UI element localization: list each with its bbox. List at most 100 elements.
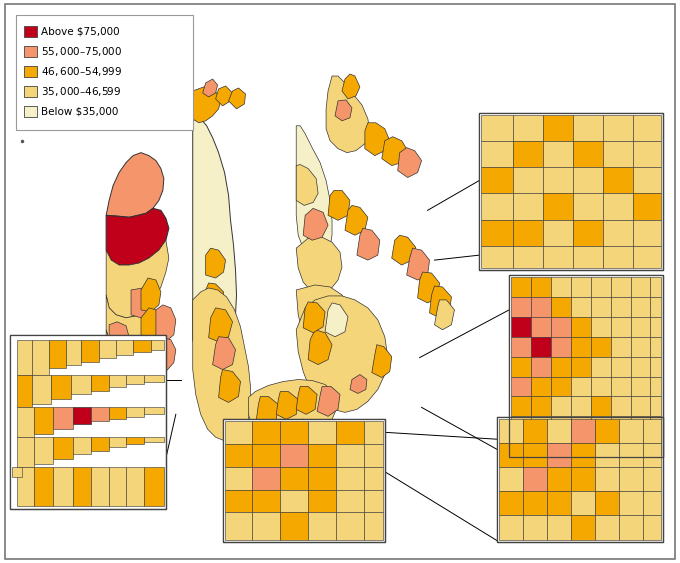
Polygon shape bbox=[602, 115, 632, 141]
Polygon shape bbox=[651, 297, 662, 317]
Polygon shape bbox=[632, 246, 662, 268]
Polygon shape bbox=[109, 374, 126, 387]
Polygon shape bbox=[591, 416, 611, 436]
Polygon shape bbox=[591, 356, 611, 377]
Bar bbox=[24, 46, 37, 57]
Polygon shape bbox=[73, 408, 91, 425]
Polygon shape bbox=[611, 396, 630, 416]
Polygon shape bbox=[619, 515, 643, 540]
Polygon shape bbox=[511, 277, 531, 297]
Polygon shape bbox=[571, 277, 591, 297]
Polygon shape bbox=[480, 114, 662, 269]
Polygon shape bbox=[630, 396, 651, 416]
Polygon shape bbox=[224, 421, 252, 444]
Polygon shape bbox=[643, 419, 662, 443]
Polygon shape bbox=[531, 377, 551, 396]
Bar bbox=[222, 419, 385, 542]
Polygon shape bbox=[619, 419, 643, 443]
Polygon shape bbox=[292, 453, 340, 514]
Polygon shape bbox=[296, 285, 352, 360]
Polygon shape bbox=[131, 288, 156, 318]
Polygon shape bbox=[571, 436, 591, 455]
Polygon shape bbox=[430, 286, 452, 318]
Polygon shape bbox=[511, 416, 531, 436]
Polygon shape bbox=[216, 86, 233, 106]
Polygon shape bbox=[336, 490, 364, 512]
Polygon shape bbox=[252, 490, 280, 512]
Polygon shape bbox=[543, 220, 573, 246]
Polygon shape bbox=[99, 339, 116, 358]
Polygon shape bbox=[543, 167, 573, 194]
Polygon shape bbox=[523, 491, 547, 515]
Polygon shape bbox=[531, 356, 551, 377]
Polygon shape bbox=[551, 337, 571, 356]
Polygon shape bbox=[296, 236, 342, 294]
Polygon shape bbox=[551, 436, 571, 455]
Polygon shape bbox=[82, 339, 99, 361]
Polygon shape bbox=[91, 408, 109, 421]
Polygon shape bbox=[336, 512, 364, 540]
Polygon shape bbox=[296, 164, 318, 205]
Polygon shape bbox=[611, 297, 630, 317]
Polygon shape bbox=[224, 421, 384, 540]
Polygon shape bbox=[499, 491, 523, 515]
Polygon shape bbox=[224, 490, 252, 512]
Polygon shape bbox=[511, 356, 531, 377]
Polygon shape bbox=[308, 512, 336, 540]
Polygon shape bbox=[144, 467, 164, 506]
Bar bbox=[222, 419, 385, 542]
Polygon shape bbox=[252, 444, 280, 467]
Polygon shape bbox=[643, 443, 662, 467]
Polygon shape bbox=[209, 308, 233, 342]
Polygon shape bbox=[91, 467, 109, 506]
Polygon shape bbox=[632, 220, 662, 246]
Polygon shape bbox=[591, 377, 611, 396]
Polygon shape bbox=[543, 141, 573, 167]
Polygon shape bbox=[109, 437, 126, 447]
Polygon shape bbox=[345, 205, 368, 235]
Polygon shape bbox=[651, 356, 662, 377]
Polygon shape bbox=[144, 408, 164, 414]
Polygon shape bbox=[602, 220, 632, 246]
Polygon shape bbox=[595, 467, 619, 491]
Polygon shape bbox=[511, 396, 531, 416]
Polygon shape bbox=[632, 141, 662, 167]
Polygon shape bbox=[523, 467, 547, 491]
Bar bbox=[509, 275, 664, 457]
Bar bbox=[24, 26, 37, 37]
Polygon shape bbox=[571, 377, 591, 396]
Polygon shape bbox=[280, 444, 308, 467]
Polygon shape bbox=[151, 339, 164, 350]
Polygon shape bbox=[52, 374, 71, 399]
Polygon shape bbox=[481, 194, 513, 220]
Polygon shape bbox=[619, 491, 643, 515]
Polygon shape bbox=[511, 317, 531, 337]
Polygon shape bbox=[11, 336, 165, 508]
Polygon shape bbox=[126, 467, 144, 506]
Polygon shape bbox=[551, 396, 571, 416]
Polygon shape bbox=[252, 512, 280, 540]
Polygon shape bbox=[591, 317, 611, 337]
Polygon shape bbox=[308, 444, 336, 467]
Polygon shape bbox=[141, 308, 161, 339]
Polygon shape bbox=[54, 467, 73, 506]
Polygon shape bbox=[602, 167, 632, 194]
Polygon shape bbox=[643, 467, 662, 491]
Polygon shape bbox=[16, 408, 33, 437]
Polygon shape bbox=[571, 443, 595, 467]
Text: Below $35,000: Below $35,000 bbox=[41, 106, 119, 117]
Bar bbox=[10, 335, 166, 509]
Polygon shape bbox=[296, 296, 388, 412]
Polygon shape bbox=[571, 297, 591, 317]
Bar bbox=[24, 86, 37, 97]
Polygon shape bbox=[551, 356, 571, 377]
Polygon shape bbox=[547, 419, 571, 443]
Polygon shape bbox=[547, 515, 571, 540]
Polygon shape bbox=[571, 337, 591, 356]
Polygon shape bbox=[252, 467, 280, 490]
Polygon shape bbox=[126, 437, 144, 444]
Polygon shape bbox=[651, 337, 662, 356]
Polygon shape bbox=[381, 137, 408, 166]
Polygon shape bbox=[398, 148, 422, 177]
Polygon shape bbox=[357, 228, 380, 260]
